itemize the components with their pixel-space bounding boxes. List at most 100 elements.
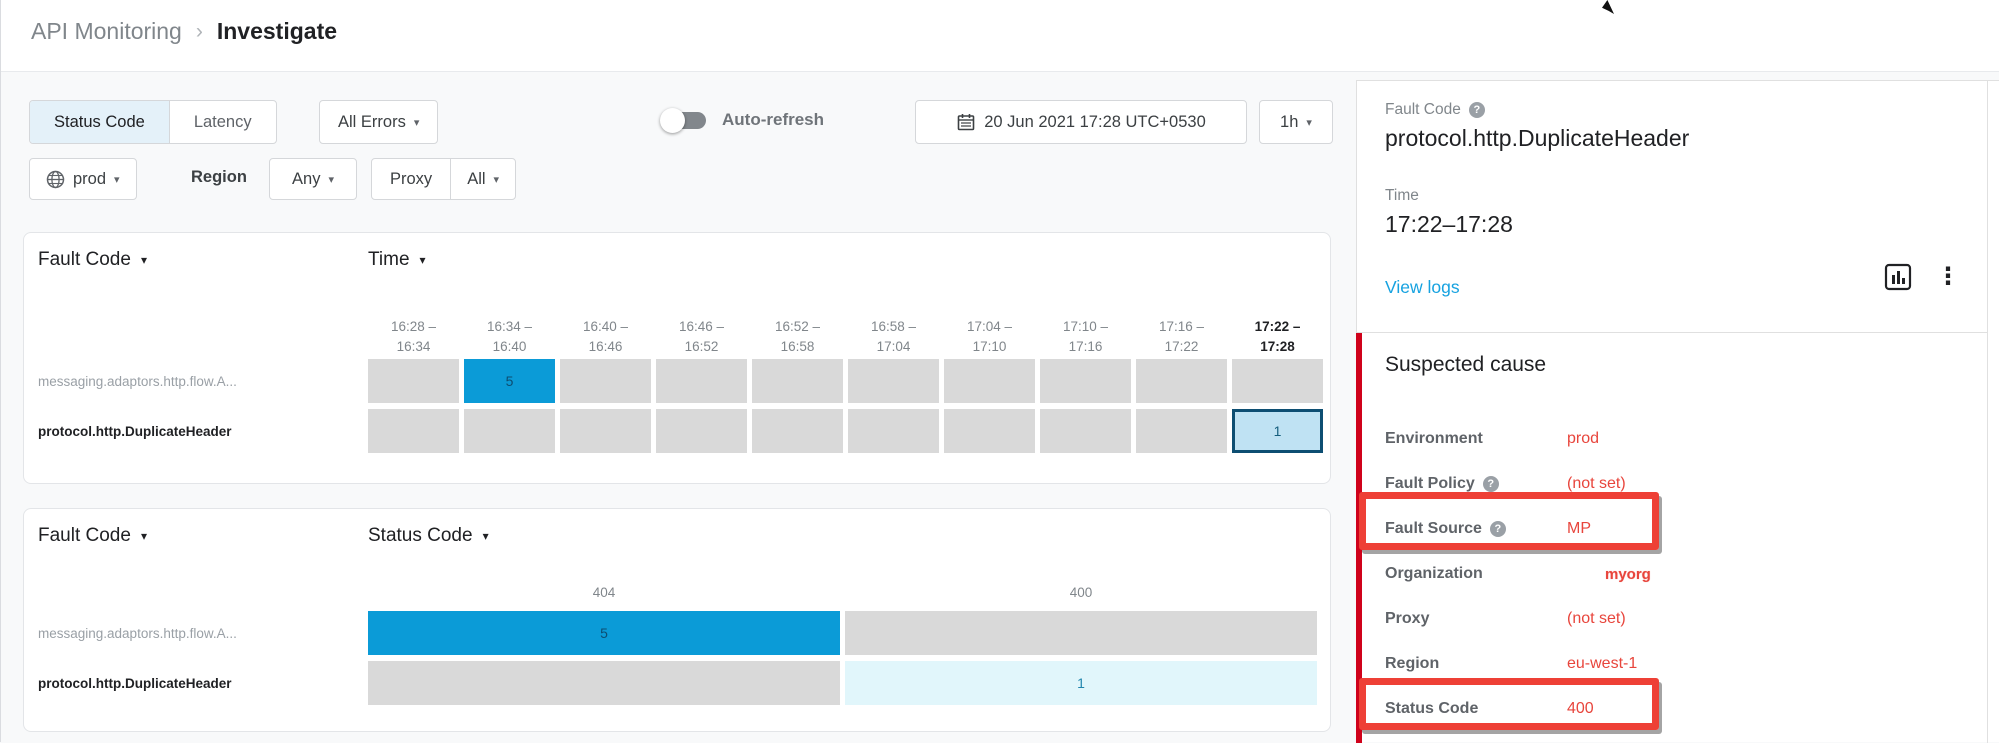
time-label-text: Time xyxy=(1385,187,1419,204)
breadcrumb: API Monitoring › Investigate xyxy=(31,18,337,45)
cause-value: prod xyxy=(1567,430,1600,447)
cause-value: (not set) xyxy=(1567,475,1626,492)
status-code-dimension-dropdown[interactable]: Status Code ▾ xyxy=(368,525,698,547)
matrix-cell[interactable] xyxy=(464,409,555,453)
matrix-cell[interactable] xyxy=(848,409,939,453)
matrix-cell[interactable] xyxy=(845,611,1317,655)
matrix-cell-selected[interactable]: 1 xyxy=(1232,409,1323,453)
col-dim-label: Time xyxy=(368,249,410,270)
cause-label: Status Code xyxy=(1385,700,1479,717)
col-dim-label: Status Code xyxy=(368,525,473,546)
cause-label: Fault Source? xyxy=(1385,520,1567,538)
fault-code-row-label: messaging.adaptors.http.flow.A... xyxy=(38,373,237,389)
chevron-down-icon: ▾ xyxy=(328,173,334,186)
matrix-cell[interactable] xyxy=(1232,359,1323,403)
matrix-cell[interactable]: 5 xyxy=(464,359,555,403)
metric-tab-status-code[interactable]: Status Code xyxy=(30,101,170,143)
matrix-column-header: 17:10 –17:16 xyxy=(1062,319,1109,354)
suspected-cause-title: Suspected cause xyxy=(1385,353,1547,376)
panel-scroll-divider xyxy=(1987,81,1988,743)
fault-code-field-label: Fault Code ? xyxy=(1385,101,1485,119)
matrix-cell[interactable]: 1 xyxy=(845,661,1317,705)
matrix-cell[interactable] xyxy=(1136,409,1227,453)
proxy-value: All xyxy=(467,169,486,188)
interval-dropdown[interactable]: 1h ▾ xyxy=(1259,100,1333,144)
auto-refresh-label: Auto-refresh xyxy=(722,110,825,129)
help-icon[interactable]: ? xyxy=(1482,476,1499,492)
breadcrumb-section[interactable]: API Monitoring xyxy=(31,18,182,44)
cause-value: myorg xyxy=(1605,565,1651,583)
cause-value: 400 xyxy=(1567,700,1594,717)
matrix-cell[interactable] xyxy=(1136,359,1227,403)
page-header: API Monitoring › Investigate xyxy=(1,0,1999,72)
detail-panel: Fault Code ? protocol.http.DuplicateHead… xyxy=(1356,80,1999,743)
region-dropdown[interactable]: Any ▾ xyxy=(269,158,357,200)
date-range-value: 20 Jun 2021 17:28 UTC+0530 xyxy=(984,112,1206,131)
environment-dropdown[interactable]: prod ▾ xyxy=(29,158,137,200)
matrix-cell[interactable] xyxy=(656,359,747,403)
matrix-row: messaging.adaptors.http.flow.A... 5 xyxy=(38,611,1317,655)
chevron-down-icon: ▾ xyxy=(140,253,147,267)
cause-label: Region xyxy=(1385,655,1440,672)
chevron-down-icon: ▾ xyxy=(482,529,489,543)
view-logs-link[interactable]: View logs xyxy=(1385,277,1460,297)
matrix-cells: 5 xyxy=(368,359,1323,403)
auto-refresh-toggle[interactable] xyxy=(660,107,706,133)
metric-tab-latency[interactable]: Latency xyxy=(193,112,252,131)
chevron-down-icon: ▾ xyxy=(140,529,147,543)
matrix-cell[interactable] xyxy=(1040,409,1131,453)
fault-code-value: protocol.http.DuplicateHeader xyxy=(1385,125,1690,151)
cause-value: eu-west-1 xyxy=(1567,655,1638,672)
globe-icon xyxy=(46,170,65,189)
fault-code-dimension-dropdown[interactable]: Fault Code ▾ xyxy=(38,525,368,547)
time-dimension-dropdown[interactable]: Time ▾ xyxy=(368,249,698,271)
matrix-cell[interactable]: 5 xyxy=(368,611,840,655)
time-matrix-rows: messaging.adaptors.http.flow.A... 5 protoc… xyxy=(38,359,1323,459)
matrix-cell[interactable] xyxy=(944,359,1035,403)
matrix-column-header: 17:22 –17:28 xyxy=(1254,319,1301,354)
more-options-icon[interactable]: ⋮ xyxy=(1936,263,1960,290)
matrix-row: messaging.adaptors.http.flow.A... 5 xyxy=(38,359,1323,403)
cause-value: MP xyxy=(1567,520,1591,537)
matrix-cell[interactable] xyxy=(560,409,651,453)
matrix-cell[interactable] xyxy=(752,409,843,453)
proxy-dropdown[interactable]: All ▾ xyxy=(451,159,515,199)
fault-code-dimension-dropdown[interactable]: Fault Code ▾ xyxy=(38,249,368,271)
cause-label: Proxy xyxy=(1385,610,1430,627)
chevron-down-icon: ▾ xyxy=(114,173,120,186)
matrix-cell[interactable] xyxy=(848,359,939,403)
matrix-column-header: 16:52 –16:58 xyxy=(774,319,821,354)
matrix-cell[interactable] xyxy=(1040,359,1131,403)
bar-chart-icon[interactable] xyxy=(1884,263,1912,291)
fault-code-time-matrix-card: Fault Code ▾ Time ▾ 16:28 –16:34 16:34 –1… xyxy=(23,232,1331,484)
date-range-picker[interactable]: 20 Jun 2021 17:28 UTC+0530 xyxy=(915,100,1247,144)
interval-value: 1h xyxy=(1280,112,1299,131)
matrix-cell[interactable] xyxy=(656,409,747,453)
environment-value: prod xyxy=(73,169,107,188)
cause-row-status-code: Status Code 400 xyxy=(1385,696,1945,722)
matrix-column-header: 16:34 –16:40 xyxy=(486,319,533,354)
fault-code-row-label: protocol.http.DuplicateHeader xyxy=(38,675,232,691)
matrix-cell[interactable] xyxy=(560,359,651,403)
help-icon[interactable]: ? xyxy=(1468,102,1485,118)
matrix-cell[interactable] xyxy=(752,359,843,403)
fault-code-label-text: Fault Code xyxy=(1385,101,1461,118)
matrix-cell[interactable] xyxy=(944,409,1035,453)
matrix-dim-headers: Fault Code ▾ Status Code ▾ xyxy=(38,525,698,547)
matrix-row: protocol.http.DuplicateHeader 1 xyxy=(38,409,1323,453)
cause-label: Fault Policy? xyxy=(1385,475,1567,493)
matrix-column-header: 400 xyxy=(1069,585,1093,600)
matrix-cell[interactable] xyxy=(368,661,840,705)
matrix-cell[interactable] xyxy=(368,359,459,403)
all-errors-dropdown[interactable]: All Errors ▾ xyxy=(319,100,439,144)
cause-row-fault-policy: Fault Policy? (not set) xyxy=(1385,471,1945,497)
help-icon[interactable]: ? xyxy=(1489,521,1506,537)
cause-row-region: Region eu-west-1 xyxy=(1385,651,1945,677)
matrix-dim-headers: Fault Code ▾ Time ▾ xyxy=(38,249,698,271)
matrix-cell[interactable] xyxy=(368,409,459,453)
cause-row-fault-source: Fault Source? MP xyxy=(1385,516,1945,542)
matrix-column-header: 16:58 –17:04 xyxy=(870,319,917,354)
cause-row-environment: Environment prod xyxy=(1385,426,1945,452)
proxy-filter-group: Proxy All ▾ xyxy=(371,158,517,200)
matrix-column-header: 17:04 –17:10 xyxy=(966,319,1013,354)
